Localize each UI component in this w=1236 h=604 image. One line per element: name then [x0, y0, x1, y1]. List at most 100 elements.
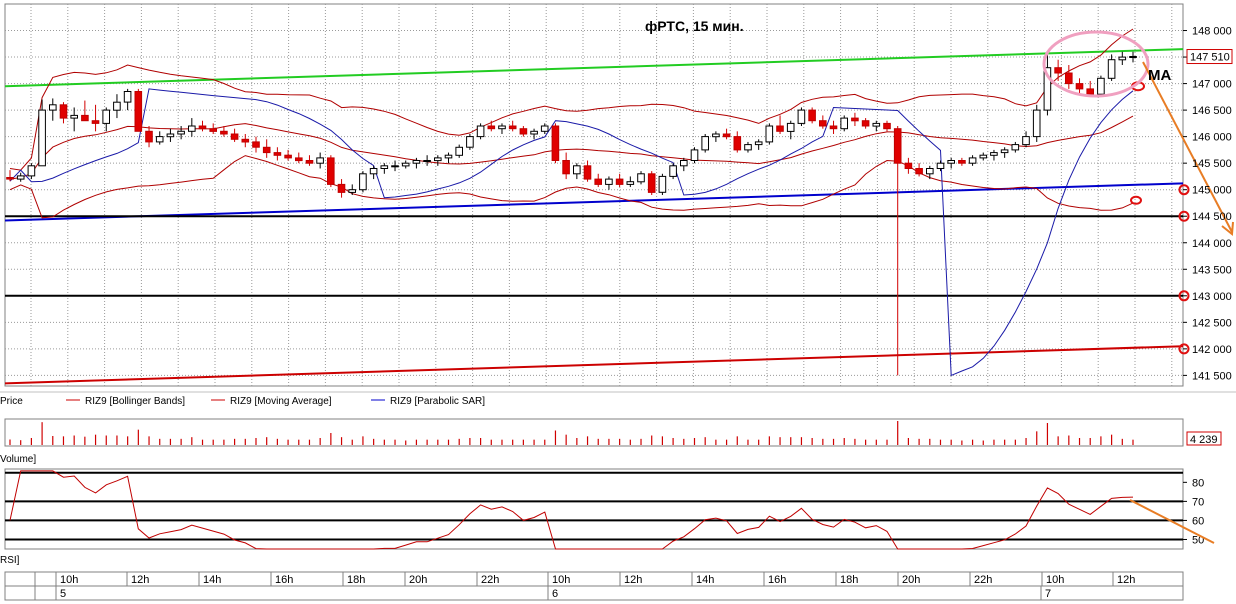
candle-body: [508, 125, 517, 130]
candlestick-series: [6, 51, 1137, 376]
hour-label: 18h: [347, 574, 365, 586]
candle-body: [861, 120, 870, 127]
volume-pane-frame: [4, 418, 1184, 447]
candle-body: [829, 125, 838, 130]
trend-line: [4, 182, 1184, 222]
candle-body: [1043, 67, 1052, 111]
hour-label: 14h: [203, 574, 221, 586]
candle-body: [519, 128, 528, 135]
candle-body: [958, 160, 966, 164]
candle-body: [220, 130, 228, 135]
candle-body: [1032, 109, 1041, 138]
candle-body: [369, 168, 378, 175]
candle-body: [990, 152, 998, 156]
candle-body: [123, 91, 132, 103]
price-pane-frame: [4, 3, 1184, 387]
candle-body: [444, 154, 453, 159]
price-tick-label: 146 500: [1192, 105, 1232, 117]
time-axis: 10h 12h 14h 16h 18h 20h 22h 10h 12h 14h 16h 18h 20h 2…: [4, 571, 1184, 601]
last-price-label: 147 510: [1190, 52, 1230, 64]
candle-body: [647, 173, 656, 193]
candle-body: [605, 178, 613, 185]
candle-body: [1097, 77, 1105, 95]
price-tick-label: 148 000: [1192, 26, 1232, 38]
rsi-line: [9, 470, 1134, 550]
annotations: [1042, 30, 1234, 355]
candle-body: [262, 146, 271, 154]
candle-body: [893, 128, 902, 164]
candle-body: [722, 133, 731, 138]
candle-body: [209, 128, 217, 132]
candle-body: [883, 122, 891, 130]
candle-body: [562, 160, 570, 175]
indicator-lines: [9, 28, 1134, 377]
candle-body: [1107, 59, 1116, 79]
candle-body: [968, 157, 977, 164]
candle-body: [27, 165, 36, 177]
rsi-tick-label: 70: [1192, 496, 1204, 508]
candle-body: [113, 101, 121, 111]
candle-body: [59, 104, 68, 119]
ma-annotation: MA: [1148, 67, 1171, 84]
candle-body: [380, 165, 389, 170]
candle-body: [1065, 72, 1073, 85]
band-marker-circle: [1130, 195, 1142, 205]
price-tick-label: 142 500: [1192, 317, 1232, 329]
candle-body: [712, 133, 720, 138]
candle-body: [1086, 88, 1095, 95]
last-volume-label: 4 239: [1190, 434, 1218, 446]
hour-label: 12h: [624, 574, 642, 586]
rsi-pane-label: RSI]: [0, 555, 20, 566]
hour-label: 22h: [974, 574, 992, 586]
bollinger-lower-band: [9, 155, 1134, 219]
hour-label: 12h: [1117, 574, 1135, 586]
candle-body: [754, 141, 763, 146]
candle-body: [626, 181, 635, 185]
hour-label: 20h: [409, 574, 427, 586]
candle-body: [359, 173, 367, 191]
hour-label: 10h: [1046, 574, 1064, 586]
price-tick-label: 142 000: [1192, 344, 1232, 356]
candle-body: [701, 136, 710, 151]
trend-lines: [4, 48, 1184, 385]
candle-body: [166, 133, 175, 138]
candle-body: [241, 138, 250, 143]
price-tick-label: 146 000: [1192, 132, 1232, 144]
candle-body: [690, 149, 699, 161]
candle-body: [1054, 67, 1062, 74]
candle-body: [680, 160, 688, 167]
rsi-forecast-arrow: [1129, 499, 1215, 544]
candle-body: [658, 175, 667, 193]
price-tick-label: 144 000: [1192, 238, 1232, 250]
candle-body: [188, 125, 196, 132]
last-price-box: [1186, 49, 1233, 65]
hour-label: 20h: [902, 574, 920, 586]
legend-label: RIZ9 [Bollinger Bands]: [85, 396, 185, 407]
candle-body: [466, 136, 474, 148]
candle-body: [155, 136, 164, 143]
candle-body: [230, 133, 239, 140]
candle-body: [786, 122, 795, 132]
candle-body: [615, 178, 624, 185]
hour-label: 10h: [552, 574, 570, 586]
hour-label: 18h: [840, 574, 858, 586]
horizontal-levels: [5, 215, 1183, 297]
candle-body: [434, 157, 442, 162]
candle-body: [851, 117, 859, 122]
candle-body: [1118, 56, 1127, 61]
level-marker-circle: [1178, 184, 1190, 196]
hour-label: 16h: [275, 574, 293, 586]
candle-body: [573, 165, 581, 175]
legend: Price RIZ9 [Bollinger Bands] RIZ9 [Moving …: [0, 391, 1236, 407]
highlight-ellipse: [1042, 30, 1150, 98]
level-marker-circle: [1178, 210, 1190, 222]
candle-body: [797, 109, 806, 124]
parabolic-sar-line: [9, 88, 1134, 377]
candle-body: [134, 91, 143, 132]
candle-body: [840, 117, 849, 130]
candle-body: [476, 125, 485, 138]
candle-body: [979, 154, 988, 159]
candle-body: [530, 130, 538, 135]
level-marker-circle: [1178, 290, 1190, 302]
candle-body: [540, 125, 549, 132]
